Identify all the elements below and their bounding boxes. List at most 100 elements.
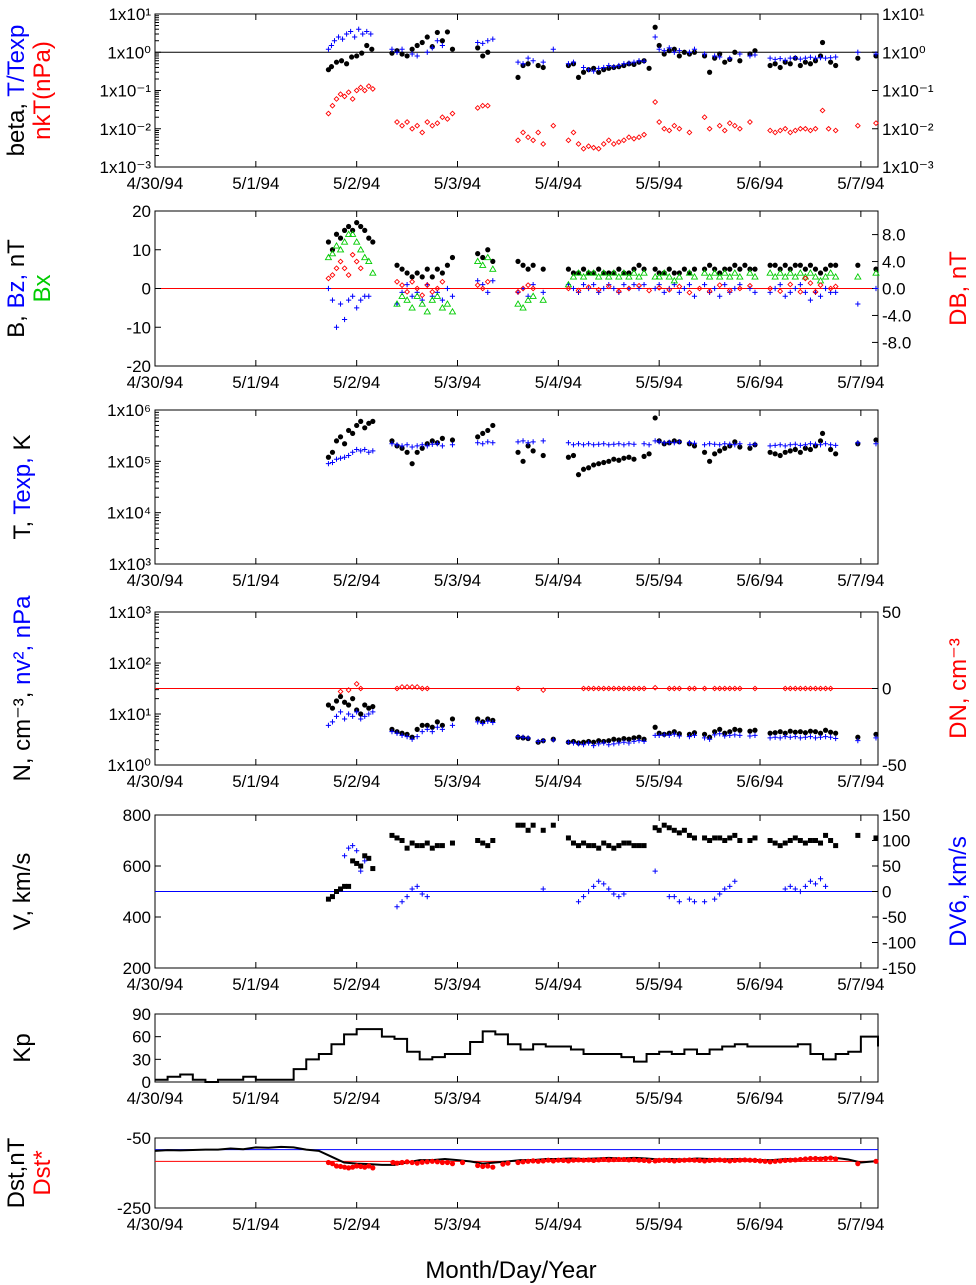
data-point (409, 1159, 415, 1166)
data-point (325, 46, 332, 52)
data-point (414, 53, 420, 59)
data-point (475, 440, 481, 446)
data-point (731, 269, 739, 276)
y-tick-label: 10 (132, 241, 151, 260)
data-point (485, 289, 491, 295)
data-point (661, 125, 668, 132)
data-point (366, 235, 372, 241)
data-point (807, 54, 814, 60)
data-point (727, 1158, 733, 1164)
data-point (590, 685, 597, 692)
data-point (329, 272, 336, 278)
data-point (732, 878, 738, 884)
data-point (434, 266, 440, 272)
data-point (691, 440, 698, 446)
data-point (722, 838, 728, 843)
y-right-tick-label: 4.0 (882, 253, 906, 272)
data-point (722, 1157, 728, 1163)
y-tick-label: 60 (132, 1028, 151, 1047)
data-point (828, 59, 834, 65)
data-point (802, 125, 809, 132)
data-point (833, 54, 839, 60)
data-point (565, 285, 572, 292)
y-axis-label-part-0: beta, (3, 97, 30, 157)
data-point (434, 843, 440, 849)
y-tick-label: 800 (123, 806, 151, 825)
data-point (434, 441, 440, 447)
x-tick-label: 5/3/94 (434, 373, 481, 392)
data-point (656, 282, 662, 288)
data-point (827, 285, 834, 292)
data-point (414, 726, 420, 732)
data-point (404, 288, 411, 295)
data-point (565, 137, 572, 144)
data-point (429, 122, 436, 129)
data-point (691, 835, 697, 841)
data-point (641, 685, 647, 692)
data-point (641, 453, 647, 459)
y-axis-label: Dst,nT (3, 1137, 30, 1208)
data-point (855, 55, 861, 61)
data-point (797, 288, 804, 295)
data-point (485, 427, 491, 434)
data-point (661, 732, 667, 738)
data-point (681, 827, 687, 833)
data-point (449, 722, 456, 728)
data-point (712, 732, 718, 738)
panel-frame (154, 1137, 879, 1209)
data-point (767, 1159, 773, 1165)
data-point (782, 262, 788, 268)
data-point (580, 466, 587, 472)
data-point (570, 129, 577, 136)
data-point (727, 55, 733, 61)
data-point (812, 729, 819, 735)
data-point (752, 266, 758, 272)
data-point (575, 287, 582, 294)
data-point (475, 39, 481, 46)
data-point (701, 114, 708, 121)
data-point (346, 1165, 352, 1171)
data-point (766, 269, 774, 276)
data-point (485, 38, 491, 44)
data-point (475, 716, 481, 722)
x-tick-label: 5/6/94 (736, 1089, 783, 1108)
y-tick-label: 1x10³ (108, 603, 151, 622)
data-point (812, 735, 819, 741)
data-point (621, 891, 627, 897)
data-point (616, 894, 622, 900)
data-point (515, 288, 521, 295)
data-point (485, 843, 491, 849)
data-point (540, 438, 546, 444)
data-point (727, 883, 733, 889)
data-point (345, 687, 352, 693)
data-point (782, 685, 789, 692)
data-point (787, 55, 793, 61)
data-point (419, 729, 425, 735)
data-point (591, 743, 597, 749)
data-point (611, 736, 617, 742)
y-right-tick-label: 0 (882, 883, 891, 902)
data-point (676, 439, 682, 445)
data-point (394, 1160, 400, 1166)
data-point (408, 303, 416, 311)
x-tick-label: 5/1/94 (232, 1089, 279, 1108)
data-point (822, 734, 829, 740)
data-point (350, 430, 356, 437)
data-point (354, 860, 360, 866)
data-point (399, 684, 405, 690)
data-point (828, 1155, 834, 1161)
data-point (681, 1157, 687, 1163)
data-point (601, 64, 607, 71)
data-point (350, 713, 356, 719)
data-point (616, 441, 622, 447)
data-point (646, 65, 652, 71)
data-point (616, 737, 622, 743)
data-point (333, 1163, 340, 1169)
data-point (652, 285, 658, 292)
data-point (399, 266, 405, 272)
data-point (525, 1158, 531, 1164)
data-point (782, 730, 788, 736)
data-point (752, 1157, 758, 1163)
data-point (366, 449, 372, 455)
data-point (802, 275, 809, 282)
